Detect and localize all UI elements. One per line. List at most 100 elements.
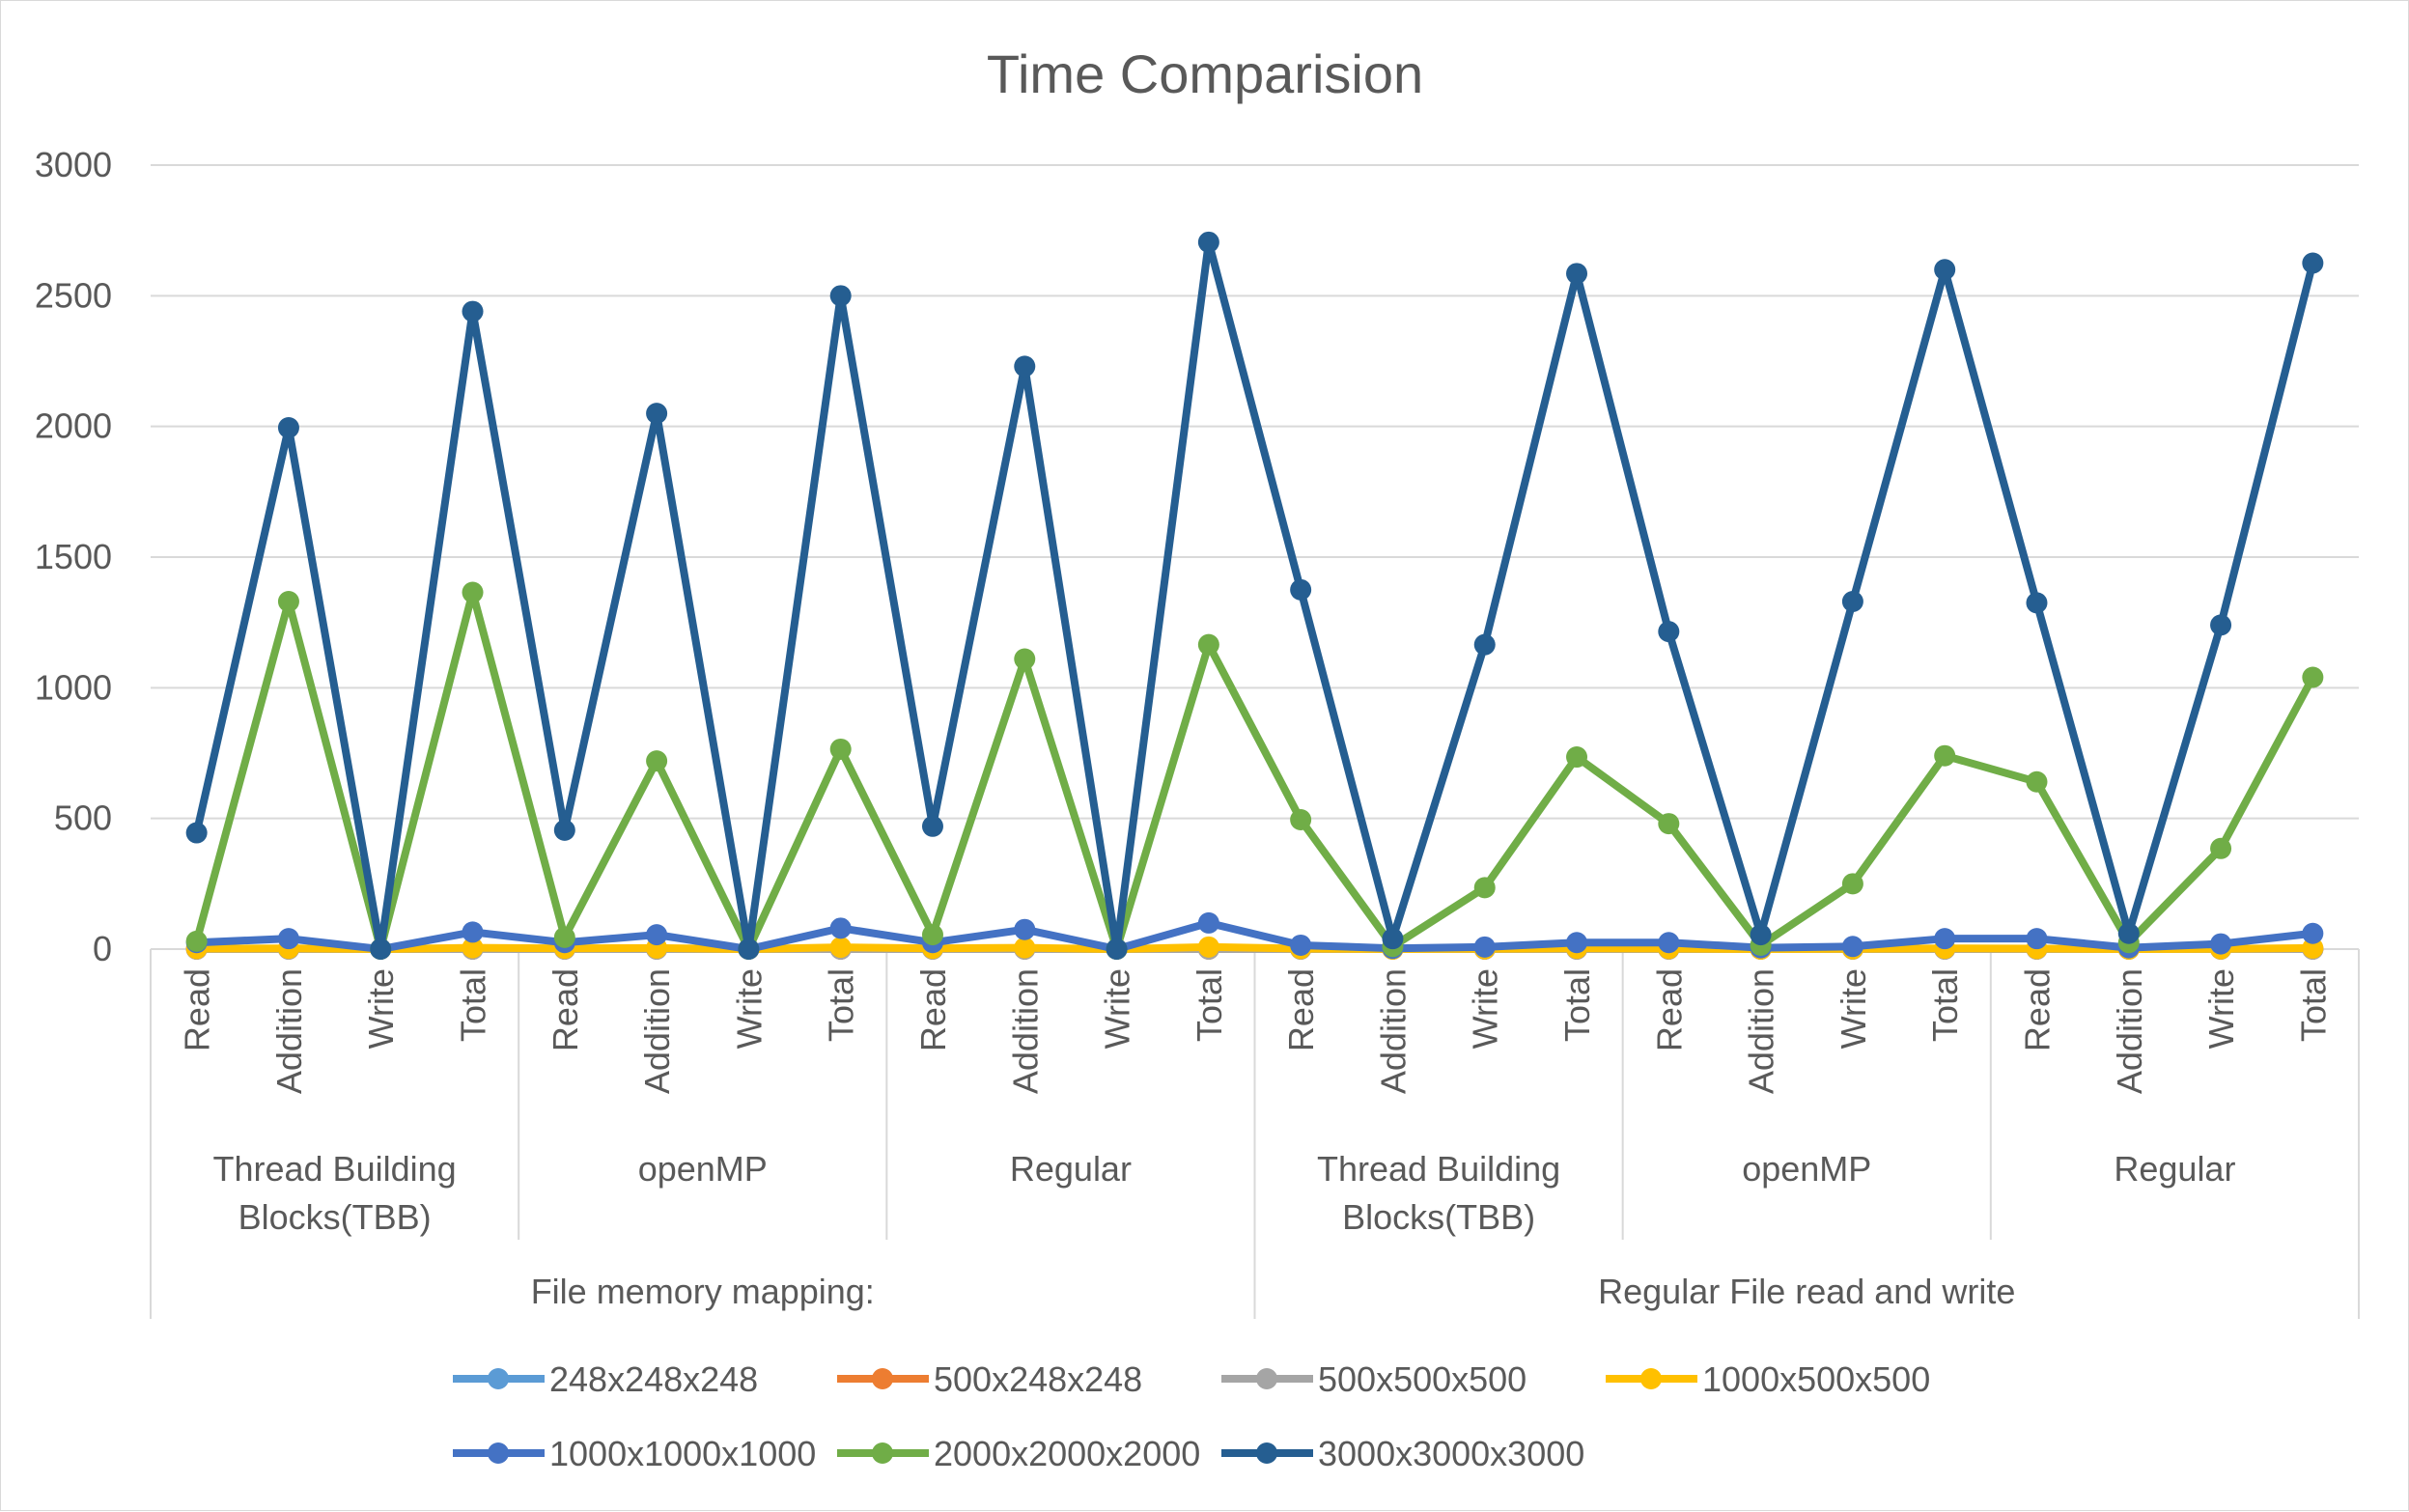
data-point [829, 738, 852, 760]
x-tick-label-total: Total [822, 968, 861, 1042]
data-point [553, 926, 575, 948]
x-tick-label-total: Total [1925, 968, 1965, 1042]
legend-item: 1000x1000x1000 [453, 1434, 816, 1473]
y-tick-label-1500: 1500 [35, 537, 112, 576]
legend: 248x248x248 500x248x248 500x500x500 1000x50… [453, 1359, 1930, 1473]
data-point [2210, 933, 2232, 955]
data-point [1750, 924, 1772, 946]
data-point [553, 819, 575, 841]
data-point [1934, 259, 1956, 281]
data-point [738, 938, 760, 960]
x-tick-label-write: Write [2201, 968, 2241, 1049]
data-point [1566, 932, 1588, 954]
series-line [196, 918, 2313, 953]
x-tick-label-write: Write [1466, 968, 1505, 1049]
subgroup-label: Regular [2114, 1149, 2235, 1189]
data-point [185, 822, 208, 844]
legend-item: 248x248x248 [453, 1359, 758, 1399]
data-point [1290, 809, 1312, 831]
legend-swatch-marker [872, 1368, 893, 1389]
data-point [921, 924, 943, 946]
data-point [1658, 813, 1680, 835]
data-point [1566, 746, 1588, 769]
subgroup-label: openMP [638, 1149, 768, 1189]
x-tick-label-read: Read [178, 968, 217, 1051]
data-point [277, 417, 299, 439]
x-tick-label-total: Total [1190, 968, 1229, 1042]
data-point [1014, 355, 1036, 378]
x-tick-label-read: Read [1281, 968, 1321, 1051]
data-point [370, 938, 392, 960]
data-point [2026, 592, 2048, 614]
legend-item: 2000x2000x2000 [837, 1434, 1200, 1473]
data-point [1014, 918, 1036, 940]
y-tick-label-2500: 2500 [35, 275, 112, 315]
data-point [1197, 936, 1219, 958]
data-point [462, 300, 484, 322]
legend-item: 500x500x500 [1221, 1359, 1527, 1399]
legend-item: 1000x500x500 [1606, 1359, 1930, 1399]
subgroup-label: Blocks(TBB) [238, 1197, 432, 1237]
data-point [1197, 231, 1219, 253]
data-point [2210, 614, 2232, 636]
group-label: Regular File read and write [1598, 1272, 2015, 1311]
series-line [192, 588, 2316, 953]
x-tick-label-read: Read [1649, 968, 1689, 1051]
data-point [185, 930, 208, 952]
y-tick-label-3000: 3000 [35, 145, 112, 184]
data-point [2026, 928, 2048, 950]
subgroup-label: openMP [1742, 1149, 1871, 1189]
data-point [1014, 648, 1036, 670]
legend-label: 500x248x248 [934, 1359, 1142, 1399]
data-point [1382, 928, 1404, 950]
x-tick-label-read: Read [2017, 968, 2057, 1051]
data-point [646, 924, 668, 946]
legend-swatch-marker [488, 1442, 509, 1464]
data-point [277, 591, 299, 613]
series-2000x2000x2000 [185, 581, 2324, 960]
legend-label: 3000x3000x3000 [1318, 1434, 1584, 1473]
x-tick-label-addition: Addition [1742, 968, 1781, 1094]
data-point [1658, 932, 1680, 954]
legend-label: 2000x2000x2000 [934, 1434, 1200, 1473]
data-point [1197, 911, 1219, 934]
data-point [1290, 934, 1312, 956]
subgroup-label: Thread Building [1317, 1149, 1560, 1189]
y-tick-label-1000: 1000 [35, 667, 112, 707]
data-point [646, 403, 668, 425]
y-axis-ticks: 0 500 1000 1500 2000 2500 3000 [35, 145, 112, 968]
legend-label: 500x500x500 [1318, 1359, 1527, 1399]
series-line [196, 942, 2313, 953]
y-tick-label-0: 0 [93, 929, 112, 968]
x-tick-label-total: Total [1557, 968, 1597, 1042]
data-point [829, 285, 852, 307]
legend-swatch-marker [1256, 1442, 1277, 1464]
legend-swatch-marker [1256, 1368, 1277, 1389]
legend-label: 1000x1000x1000 [549, 1434, 816, 1473]
data-point [829, 917, 852, 939]
x-tick-label-addition: Addition [637, 968, 677, 1094]
data-point [2117, 922, 2140, 944]
data-point [1841, 936, 1863, 958]
data-point [462, 937, 484, 959]
data-point [1841, 873, 1863, 895]
legend-swatch-marker [1640, 1368, 1662, 1389]
data-point [1473, 877, 1496, 899]
y-tick-label-500: 500 [54, 798, 112, 838]
subgroup-label: Thread Building [212, 1149, 456, 1189]
x-tick-label-addition: Addition [269, 968, 309, 1094]
x-tick-label-write: Write [729, 968, 769, 1049]
x-tick-label-read: Read [546, 968, 585, 1051]
data-point [1290, 578, 1312, 601]
data-point [829, 937, 852, 959]
data-point [2302, 922, 2324, 944]
legend-label: 1000x500x500 [1702, 1359, 1930, 1399]
data-point [1934, 744, 1956, 767]
data-point [2302, 252, 2324, 274]
data-point [1106, 938, 1128, 960]
chart-title: Time Comparision [987, 43, 1423, 104]
x-tick-label-total: Total [454, 968, 493, 1042]
subgroup-label: Blocks(TBB) [1342, 1197, 1535, 1237]
